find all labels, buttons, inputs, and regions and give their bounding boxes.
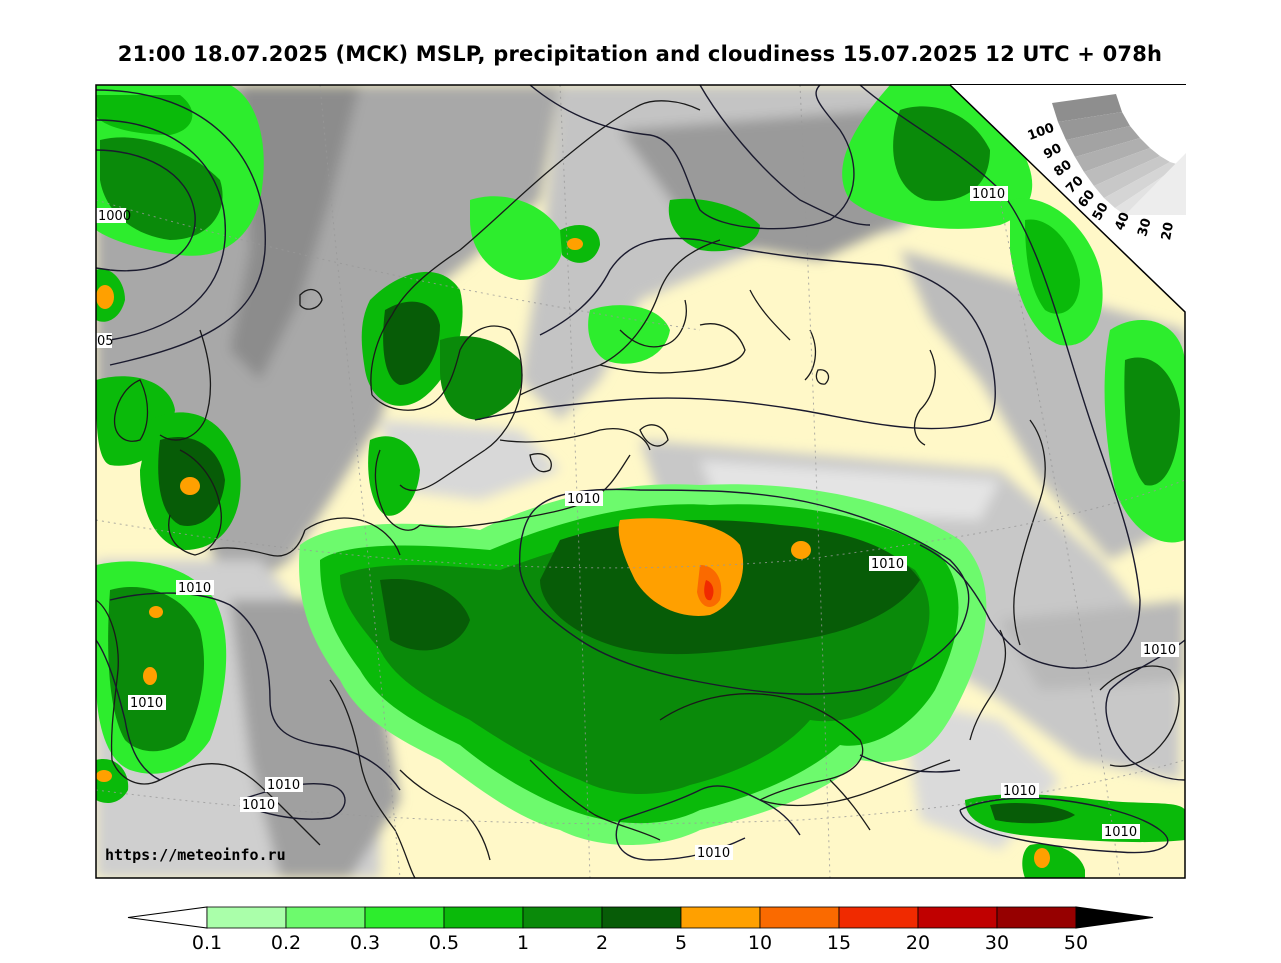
isobar-label: 1000 xyxy=(98,209,131,224)
cloud-scale-label: 50 xyxy=(1090,200,1112,223)
isobar-label: 1010 xyxy=(1104,825,1137,840)
isobar-label: 1010 xyxy=(871,557,904,572)
isobar-label: 1010 xyxy=(972,187,1005,202)
cloud-scale-label: 80 xyxy=(1051,157,1074,180)
title-rule xyxy=(950,84,1186,85)
isobar-label: 1010 xyxy=(567,492,600,507)
graticule xyxy=(96,85,1185,878)
cloud-scale-label: 100 xyxy=(1026,121,1057,144)
cloud-scale-label: 40 xyxy=(1112,210,1133,232)
isobar-label: 1010 xyxy=(267,778,300,793)
isobar-label: 1010 xyxy=(697,846,730,861)
cloud-scale-label: 20 xyxy=(1159,221,1177,241)
isobar-label: 1010 xyxy=(178,581,211,596)
cloud-scale-label: 30 xyxy=(1135,217,1154,239)
isobar-labels: 1000 05 1010 1010 1010 1010 1010 1010 10… xyxy=(96,186,1179,861)
coastlines xyxy=(96,100,1180,878)
map-title: 21:00 18.07.2025 (MCK) MSLP, precipitati… xyxy=(117,42,1163,66)
isobar-label: 1010 xyxy=(242,798,275,813)
source-url[interactable]: https://meteoinfo.ru xyxy=(105,846,286,864)
precipitation-layer xyxy=(96,85,1185,878)
map-frame xyxy=(95,84,1186,879)
isobar-label: 1010 xyxy=(1003,784,1036,799)
isobar-label: 1010 xyxy=(130,696,163,711)
cloud-scale-label: 90 xyxy=(1041,141,1064,163)
isobar-label: 05 xyxy=(97,334,114,349)
isobar-label: 1010 xyxy=(1143,643,1176,658)
map-field: 1000 05 1010 1010 1010 1010 1010 1010 10… xyxy=(96,85,1185,878)
